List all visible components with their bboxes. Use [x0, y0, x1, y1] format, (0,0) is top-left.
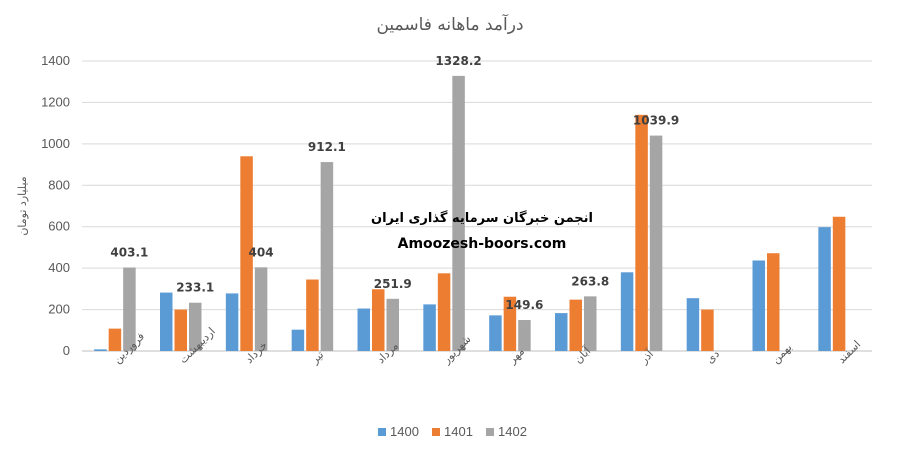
data-label: 404	[249, 245, 274, 259]
chart-title: درآمد ماهانه فاسمین	[376, 13, 523, 35]
bar	[818, 227, 831, 351]
bar	[160, 292, 173, 351]
bar	[767, 253, 780, 351]
y-tick-label: 0	[63, 343, 70, 358]
bar	[123, 267, 136, 351]
bar	[372, 289, 385, 351]
bar	[174, 309, 187, 351]
bar	[423, 304, 436, 351]
bar	[635, 114, 648, 351]
data-label: 251.9	[374, 277, 412, 291]
bar	[686, 298, 700, 351]
y-axis-ticks: 0 200 400 600 800 1000 1200 1400	[41, 53, 70, 358]
bar	[291, 329, 305, 351]
bar	[254, 267, 268, 351]
bar	[832, 216, 846, 351]
bar	[584, 296, 597, 351]
legend-label: 1401	[444, 424, 473, 439]
y-tick-label: 1400	[41, 53, 70, 68]
bar	[452, 75, 465, 351]
y-tick-label: 800	[48, 177, 70, 192]
bars	[94, 75, 846, 351]
y-tick-label: 400	[48, 260, 70, 275]
bar	[108, 328, 122, 351]
bar	[225, 293, 239, 351]
bar	[189, 302, 202, 351]
y-tick-label: 600	[48, 219, 70, 234]
data-label: 1328.2	[435, 54, 481, 68]
watermark-line-2: Amoozesh-boors.com	[398, 236, 567, 252]
bar	[503, 296, 517, 351]
data-label: 233.1	[176, 281, 214, 295]
bar	[649, 135, 663, 351]
watermark: انجمن خبرگان سرمایه گذاری ایران Amoozesh…	[371, 210, 593, 252]
y-tick-label: 200	[48, 302, 70, 317]
y-tick-label: 1000	[41, 136, 70, 151]
bar	[518, 320, 531, 351]
bar	[569, 299, 582, 351]
gridlines	[82, 60, 872, 352]
legend-swatch	[378, 428, 386, 436]
data-labels: 403.1 233.1 404 912.1 251.9 1328.2 149.6 263.8 1…	[110, 54, 679, 312]
watermark-line-1: انجمن خبرگان سرمایه گذاری ایران	[371, 210, 593, 226]
y-tick-label: 1200	[41, 94, 70, 109]
legend-label: 1400	[390, 424, 419, 439]
data-label: 263.8	[571, 274, 609, 288]
bar	[94, 349, 107, 351]
bar	[701, 309, 714, 351]
data-label: 912.1	[308, 140, 346, 154]
legend-label: 1402	[498, 424, 527, 439]
bar	[620, 272, 634, 351]
bar	[240, 156, 253, 351]
bar	[437, 273, 451, 351]
x-axis-ticks: فروردین اردیبهشت خرداد تیر مرداد شهریور مهر آبا…	[111, 325, 863, 367]
bar	[320, 162, 334, 351]
data-label: 149.6	[505, 298, 543, 312]
legend-swatch	[432, 428, 440, 436]
bar	[555, 313, 568, 351]
bar	[386, 298, 399, 351]
legend: 1400 1401 1402	[378, 424, 527, 439]
data-label: 1039.9	[633, 114, 679, 128]
bar	[489, 315, 502, 351]
bar	[752, 260, 765, 351]
bar	[357, 308, 370, 351]
data-label: 403.1	[110, 246, 148, 260]
bar	[306, 279, 319, 351]
y-axis-label: میلیارد تومان	[16, 176, 29, 235]
legend-swatch	[486, 428, 494, 436]
